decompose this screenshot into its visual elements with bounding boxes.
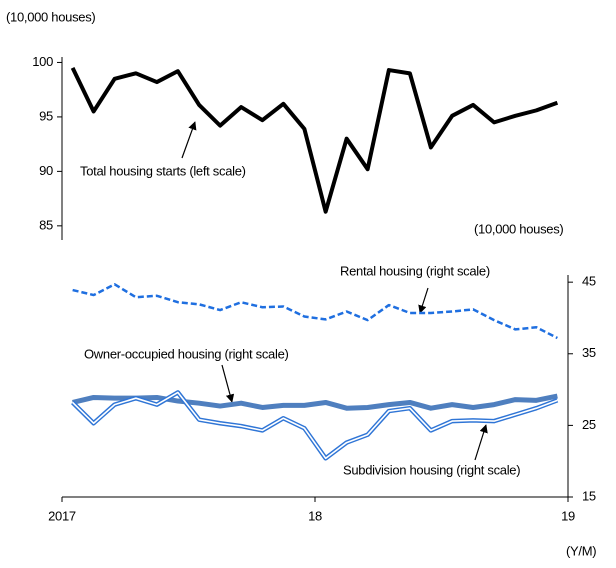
y2-tick-label: 25 (582, 417, 596, 432)
right-axis-unit: (10,000 houses) (474, 221, 563, 236)
arrow (221, 364, 235, 403)
arrow (474, 424, 488, 461)
y-tick-label: 90 (39, 163, 53, 178)
series-label: Owner-occupied housing (right scale) (84, 346, 289, 361)
y-tick-label: 100 (32, 54, 53, 69)
series-label: Subdivision housing (right scale) (343, 462, 520, 477)
series-label: Rental housing (right scale) (340, 263, 490, 278)
series-line (72, 283, 558, 340)
y-tick-label: 95 (39, 108, 53, 123)
arrow (418, 287, 429, 314)
x-tick-label: 18 (308, 508, 322, 523)
x-tick-label: 2017 (48, 508, 76, 523)
arrow (181, 121, 197, 159)
left-axis-unit: (10,000 houses) (6, 9, 95, 24)
series-label: Total housing starts (left scale) (80, 163, 246, 178)
y2-tick-label: 15 (582, 488, 596, 503)
series-line (72, 393, 558, 411)
series-line-inner (72, 391, 558, 460)
x-axis-unit: (Y/M) (566, 543, 596, 558)
x-tick-label: 19 (561, 508, 575, 523)
y2-tick-label: 35 (582, 345, 596, 360)
y2-tick-label: 45 (582, 274, 596, 289)
arrows (181, 121, 488, 461)
y-tick-label: 85 (39, 217, 53, 232)
series-line (70, 67, 559, 214)
